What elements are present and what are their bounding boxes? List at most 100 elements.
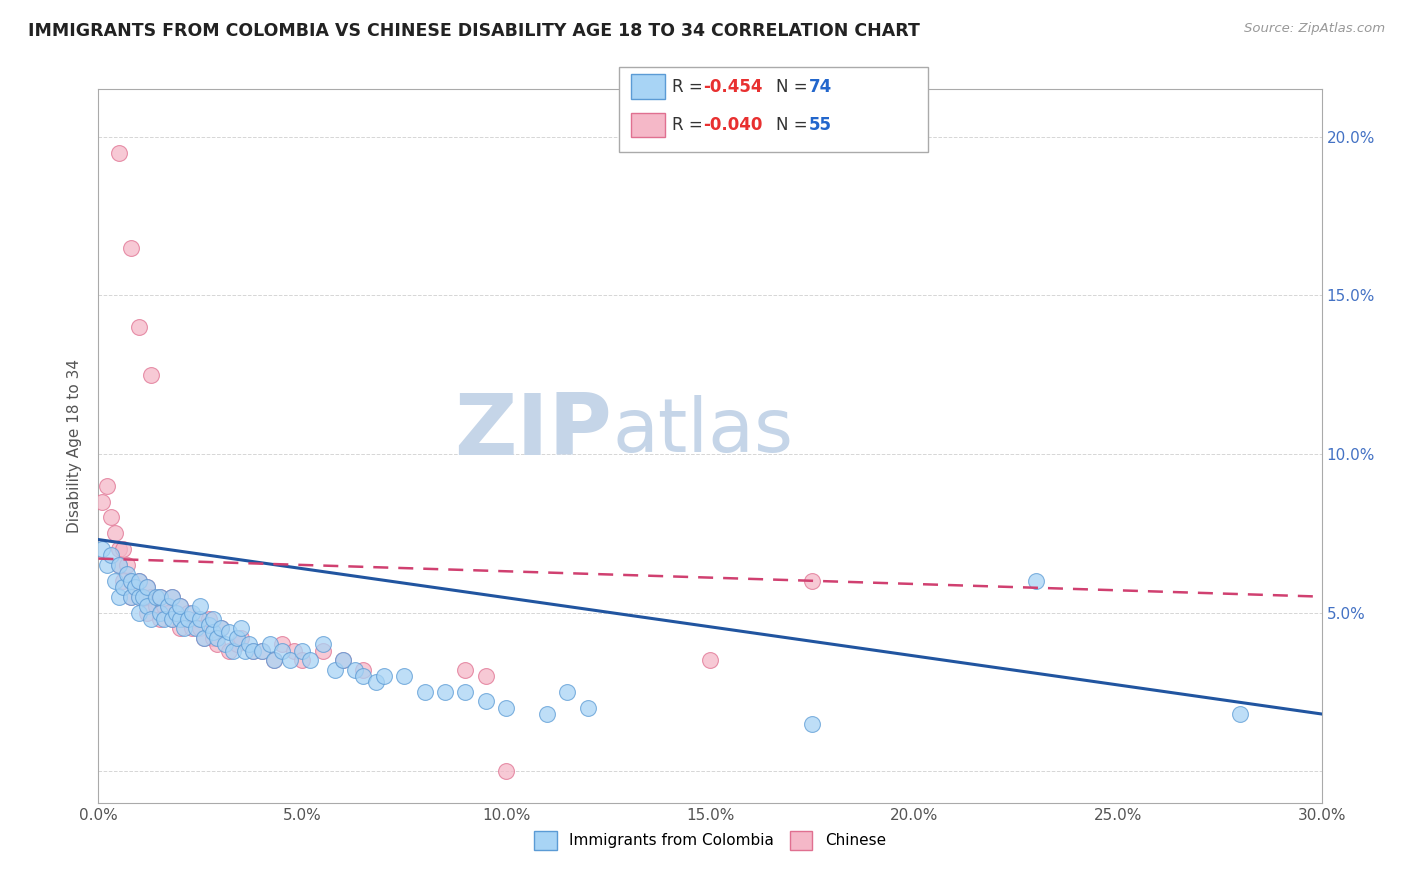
Point bbox=[124, 580, 146, 594]
Point bbox=[364, 675, 387, 690]
Text: R =: R = bbox=[672, 116, 709, 134]
Point bbox=[136, 599, 159, 614]
Point bbox=[250, 643, 273, 657]
Point bbox=[495, 700, 517, 714]
Point bbox=[181, 606, 204, 620]
Point bbox=[299, 653, 322, 667]
Point bbox=[104, 526, 127, 541]
Point bbox=[145, 599, 167, 614]
Point bbox=[201, 624, 224, 639]
Text: 55: 55 bbox=[808, 116, 831, 134]
Point bbox=[108, 145, 131, 160]
Point bbox=[801, 574, 824, 588]
Point bbox=[209, 621, 232, 635]
Point bbox=[231, 621, 253, 635]
Point bbox=[91, 494, 114, 508]
Point bbox=[250, 643, 273, 657]
Point bbox=[454, 663, 477, 677]
Point bbox=[454, 685, 477, 699]
Point bbox=[132, 590, 155, 604]
Point bbox=[352, 663, 374, 677]
Point bbox=[136, 580, 159, 594]
Point bbox=[152, 599, 174, 614]
Point bbox=[160, 612, 183, 626]
Point bbox=[214, 637, 236, 651]
Point bbox=[104, 574, 127, 588]
Point bbox=[128, 590, 150, 604]
Text: IMMIGRANTS FROM COLOMBIA VS CHINESE DISABILITY AGE 18 TO 34 CORRELATION CHART: IMMIGRANTS FROM COLOMBIA VS CHINESE DISA… bbox=[28, 22, 920, 40]
Point bbox=[197, 618, 219, 632]
Point bbox=[149, 590, 172, 604]
Point bbox=[218, 624, 240, 639]
Point bbox=[291, 653, 314, 667]
Point bbox=[156, 599, 179, 614]
Point bbox=[128, 574, 150, 588]
Point bbox=[186, 621, 208, 635]
Point bbox=[160, 590, 183, 604]
Point bbox=[149, 590, 172, 604]
Point bbox=[173, 621, 195, 635]
Text: Source: ZipAtlas.com: Source: ZipAtlas.com bbox=[1244, 22, 1385, 36]
Point bbox=[242, 643, 264, 657]
Point bbox=[120, 574, 142, 588]
Point bbox=[173, 612, 195, 626]
Point bbox=[238, 637, 260, 651]
Point bbox=[205, 637, 228, 651]
Point bbox=[100, 510, 122, 524]
Point bbox=[111, 542, 134, 557]
Legend: Immigrants from Colombia, Chinese: Immigrants from Colombia, Chinese bbox=[529, 825, 891, 855]
Point bbox=[259, 637, 281, 651]
Point bbox=[270, 637, 294, 651]
Point bbox=[186, 612, 208, 626]
Text: N =: N = bbox=[776, 78, 813, 95]
Point bbox=[218, 643, 240, 657]
Point bbox=[332, 653, 354, 667]
Point bbox=[188, 599, 212, 614]
Point bbox=[132, 590, 155, 604]
Point bbox=[165, 606, 187, 620]
Point bbox=[209, 621, 232, 635]
Point bbox=[1229, 706, 1251, 721]
Point bbox=[108, 558, 131, 572]
Point bbox=[801, 716, 824, 731]
Text: -0.454: -0.454 bbox=[703, 78, 762, 95]
Point bbox=[226, 631, 249, 645]
Point bbox=[344, 663, 367, 677]
Point bbox=[495, 764, 517, 778]
Point bbox=[111, 580, 134, 594]
Point bbox=[188, 612, 212, 626]
Point bbox=[201, 612, 224, 626]
Point bbox=[226, 637, 249, 651]
Text: R =: R = bbox=[672, 78, 709, 95]
Point bbox=[291, 643, 314, 657]
Point bbox=[96, 558, 118, 572]
Point bbox=[193, 631, 215, 645]
Text: ZIP: ZIP bbox=[454, 390, 612, 474]
Point bbox=[145, 590, 167, 604]
Point bbox=[177, 606, 200, 620]
Text: -0.040: -0.040 bbox=[703, 116, 762, 134]
Point bbox=[434, 685, 457, 699]
Point bbox=[278, 653, 301, 667]
Point bbox=[474, 694, 498, 708]
Point bbox=[120, 241, 142, 255]
Y-axis label: Disability Age 18 to 34: Disability Age 18 to 34 bbox=[67, 359, 83, 533]
Point bbox=[108, 558, 131, 572]
Point bbox=[169, 612, 191, 626]
Point bbox=[169, 599, 191, 614]
Point bbox=[136, 606, 159, 620]
Point bbox=[136, 580, 159, 594]
Point bbox=[231, 631, 253, 645]
Point bbox=[141, 612, 163, 626]
Point bbox=[128, 574, 150, 588]
Point bbox=[474, 669, 498, 683]
Text: N =: N = bbox=[776, 116, 813, 134]
Point bbox=[188, 621, 212, 635]
Point bbox=[270, 643, 294, 657]
Point bbox=[160, 590, 183, 604]
Point bbox=[373, 669, 395, 683]
Text: 74: 74 bbox=[808, 78, 832, 95]
Point bbox=[201, 631, 224, 645]
Point bbox=[115, 567, 138, 582]
Point bbox=[263, 653, 285, 667]
